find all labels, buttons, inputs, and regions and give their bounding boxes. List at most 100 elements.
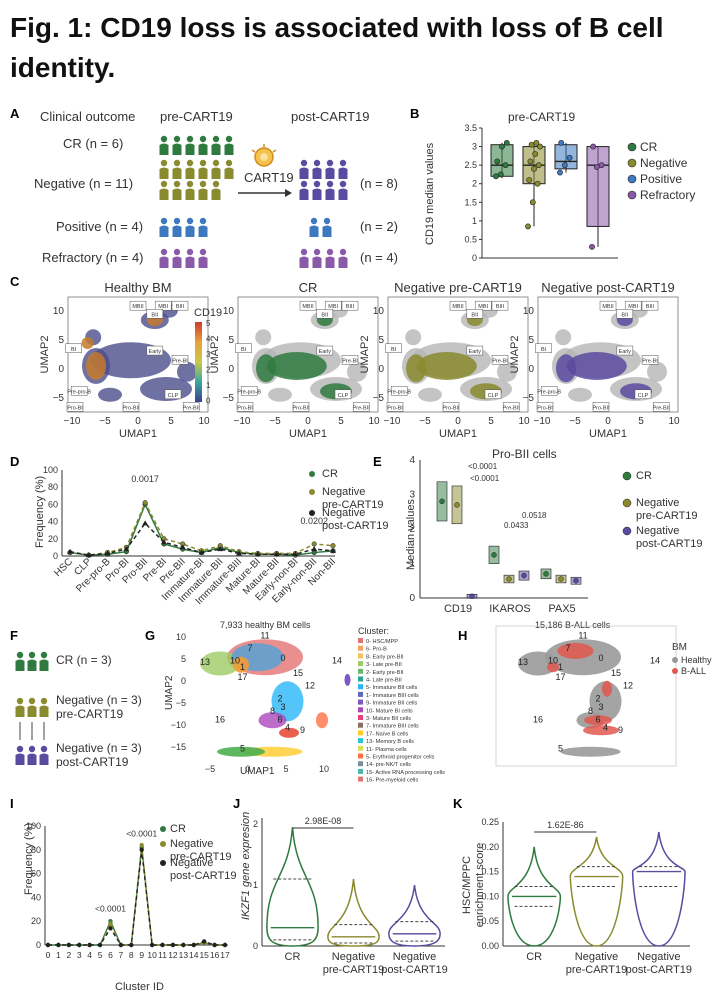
h-cluster-label: 7: [565, 643, 570, 653]
person-icon: [199, 217, 207, 225]
b-y-tick-label: 2: [472, 179, 477, 189]
c-x-tick-label: −10: [64, 416, 81, 427]
g-y-tick-label: −15: [171, 742, 186, 752]
person-icon: [313, 180, 321, 188]
person-icon: [211, 188, 221, 200]
c-label-box-text: BIII: [346, 304, 355, 310]
figure-title: Fig. 1: CD19 loss is associated with los…: [10, 12, 664, 83]
h-cluster-label: 14: [650, 656, 660, 666]
e-data-point: [543, 571, 549, 577]
e-legend-marker: [622, 498, 632, 508]
g-cluster-label: 15: [293, 668, 303, 678]
b-legend-marker: [627, 158, 637, 168]
b-legend-marker: [627, 142, 637, 152]
c-colorbar-title: CD19: [194, 307, 222, 319]
i-y-tick-label: 100: [26, 821, 41, 831]
k-ylabel: enrichment score: [474, 843, 486, 927]
c-label-box: [592, 402, 610, 412]
h-healthy-cells: [589, 681, 622, 722]
c-label-box: [324, 300, 342, 311]
g-legend-label: 2- Early pre-BII: [366, 670, 404, 676]
g-legend-swatch: [358, 715, 363, 720]
g-cell-cluster: [233, 656, 249, 673]
g-cell-cluster: [279, 727, 299, 738]
person-icon: [199, 180, 207, 188]
e-data-point: [558, 576, 564, 582]
e-legend-label: Negative: [636, 525, 679, 537]
g-legend-label: 0- HSC/MPP: [366, 639, 398, 645]
c-x-tick-label: 0: [605, 416, 611, 427]
i-data-point: [201, 939, 207, 944]
i-x-tick-label: 6: [108, 950, 113, 960]
e-data-point: [454, 502, 460, 508]
i-data-point: [66, 942, 72, 948]
g-legend-swatch: [358, 684, 363, 690]
g-legend-label: 11- Plasma cells: [366, 747, 407, 753]
c-label-box: [146, 309, 164, 319]
i-x-tick-label: 8: [129, 950, 134, 960]
c-label-box: [235, 343, 252, 353]
c-x-tick-label: 5: [168, 416, 174, 427]
i-legend-marker: [160, 860, 166, 866]
c-label-box-text: CLP: [338, 393, 349, 399]
b-data-point: [502, 162, 509, 169]
d-legend-label: Negative: [322, 486, 365, 498]
j-ylabel: IKZF1 gene expresion: [240, 812, 252, 920]
c-label-box: [616, 345, 634, 356]
g-cluster-label: 14: [332, 656, 342, 666]
person-icon: [339, 180, 347, 188]
c-label-box: [491, 300, 509, 311]
g-x-tick-label: 10: [319, 764, 329, 774]
b-y-tick-label: 3: [472, 142, 477, 152]
c-ylabel: UMAP2: [209, 336, 221, 374]
g-ylabel: UMAP2: [164, 675, 175, 710]
panel-letter-c: C: [10, 274, 20, 289]
g-legend-label: 1- Immature BIII cells: [366, 693, 419, 699]
k-x-tick-label: Negative: [637, 951, 680, 963]
d-data-point: [104, 550, 111, 556]
i-data-point: [170, 942, 176, 948]
person-icon: [309, 225, 319, 237]
b-ylabel: CD19 median values: [424, 142, 436, 245]
j-x-tick-label: CR: [285, 951, 301, 963]
c-y-tick-label: −5: [53, 393, 65, 404]
d-legend-label: CR: [322, 468, 338, 480]
g-cell-cluster: [258, 712, 287, 729]
h-legend-title: BM: [672, 642, 687, 653]
k-pvalue: 1.62E-86: [547, 820, 584, 830]
c-label-box: [386, 402, 404, 412]
c-label-box-text: MBI: [328, 304, 338, 310]
c-x-tick-label: −10: [534, 416, 551, 427]
g-legend-label: 5- Immature BII cells: [366, 685, 417, 691]
c-label-box: [240, 386, 258, 396]
j-y-tick-label: 0: [253, 941, 258, 951]
j-x-tick-label: Negative: [332, 951, 375, 963]
d-data-point: [292, 551, 299, 557]
b-data-point: [499, 143, 505, 150]
e-data-point: [521, 572, 527, 579]
c-label-box-text: BIII: [176, 304, 185, 310]
b-legend-label: Positive: [640, 172, 682, 186]
i-xlabel: Cluster ID: [115, 981, 164, 993]
person-icon: [173, 217, 181, 225]
c-y-tick-label: 0: [228, 364, 234, 375]
c-label-box: [641, 300, 659, 311]
a-row-positive: Positive (n = 4): [56, 219, 143, 234]
c-y-tick-label: 5: [228, 335, 234, 346]
j-violin: [327, 878, 380, 947]
person-icon: [338, 256, 348, 268]
k-y-tick-label: 0.05: [481, 916, 499, 926]
g-legend-label: 8- Early pre-BII: [366, 654, 404, 660]
k-x-tick-label: post-CART19: [626, 964, 692, 976]
f-row-negative-post: Negative (n = 3): [56, 741, 142, 755]
g-legend-swatch: [358, 745, 363, 751]
a-row-negative: Negative (n = 11): [34, 176, 133, 191]
person-icon: [199, 135, 207, 143]
e-annotation: <0.0001: [468, 462, 498, 471]
d-data-point: [85, 552, 92, 558]
g-legend-label: 10- Mature BI cells: [366, 708, 413, 714]
j-y-tick-label: 2: [253, 819, 258, 829]
c-x-tick-label: 10: [198, 416, 210, 427]
person-icon: [27, 705, 37, 717]
d-legend-marker: [309, 489, 315, 495]
